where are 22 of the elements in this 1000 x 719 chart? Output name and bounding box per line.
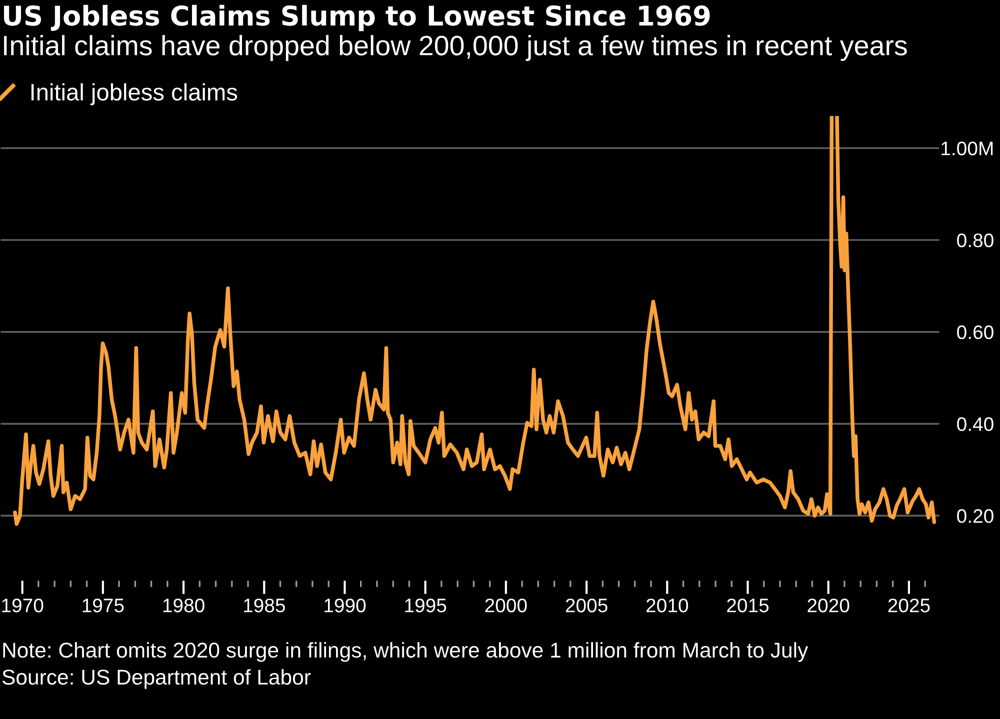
y-tick-label: 0.20 <box>957 509 994 523</box>
chart-title: US Jobless Claims Slump to Lowest Since 1969 <box>4 4 710 32</box>
x-tick-label: 1995 <box>405 598 446 612</box>
x-tick-label: 1975 <box>82 598 124 612</box>
x-tick-label: 2020 <box>808 598 850 612</box>
y-tick-label: 0.40 <box>957 417 994 432</box>
x-tick-label: 1985 <box>244 598 285 612</box>
source-note: Source: US Department of Labor <box>2 669 311 689</box>
x-tick-label: 2005 <box>566 598 608 612</box>
legend-label: Initial jobless claims <box>31 83 238 106</box>
x-tick-label: 2015 <box>727 598 769 612</box>
x-tick-label: 1990 <box>324 598 366 612</box>
x-tick-label: 2025 <box>888 598 930 612</box>
y-tick-label: 1.00M <box>942 142 993 156</box>
text: Note: Chart omits 2020 surge in filings, which were above 1 million from March to July <box>3 642 808 662</box>
x-tick-label: 1970 <box>2 598 44 612</box>
x-tick-label: 2000 <box>485 598 527 612</box>
y-tick-label: 0.60 <box>957 325 994 340</box>
chart-subtitle: Initial claims have dropped below 200,000 just a few times in recent years <box>4 35 907 61</box>
y-tick-label: 0.80 <box>957 233 994 248</box>
x-tick-label: 2010 <box>646 598 688 612</box>
x-tick-label: 1980 <box>163 598 204 612</box>
